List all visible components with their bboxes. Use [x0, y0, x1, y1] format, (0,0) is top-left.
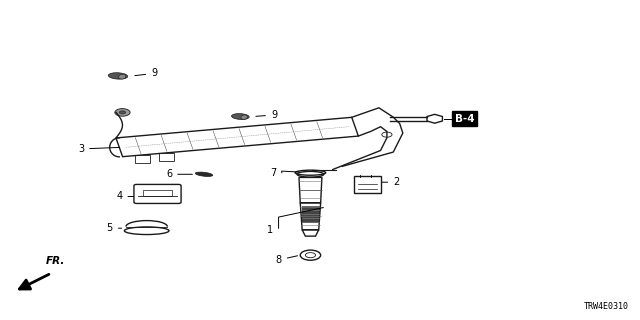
Circle shape	[119, 111, 125, 114]
Text: 2: 2	[382, 177, 399, 187]
Polygon shape	[301, 206, 319, 222]
Ellipse shape	[195, 172, 212, 176]
Text: 5: 5	[107, 223, 122, 233]
Text: 4: 4	[116, 191, 134, 202]
Text: FR.: FR.	[46, 256, 65, 266]
Text: 1: 1	[268, 225, 273, 235]
Text: TRW4E0310: TRW4E0310	[584, 302, 629, 311]
Circle shape	[115, 108, 130, 116]
Text: 8: 8	[276, 255, 298, 265]
Ellipse shape	[241, 115, 248, 119]
Ellipse shape	[118, 74, 126, 79]
Text: 7: 7	[271, 168, 276, 178]
Text: B-4: B-4	[455, 114, 475, 124]
Text: 9: 9	[256, 110, 277, 120]
Text: 9: 9	[135, 68, 157, 78]
Ellipse shape	[232, 114, 249, 119]
Text: 6: 6	[166, 169, 193, 179]
Ellipse shape	[108, 73, 128, 79]
Text: 3: 3	[78, 144, 120, 154]
